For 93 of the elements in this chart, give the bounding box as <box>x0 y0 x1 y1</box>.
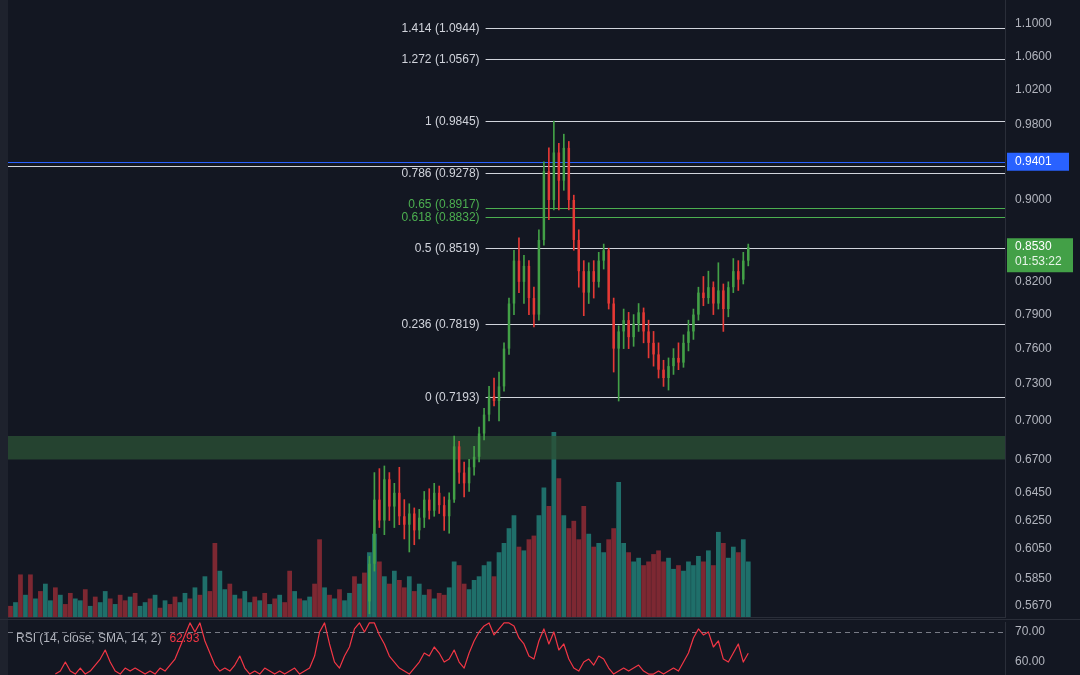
bar <box>730 546 736 617</box>
bar <box>441 594 447 617</box>
bar <box>701 561 706 617</box>
bar <box>357 583 362 617</box>
bar <box>332 598 337 617</box>
bar <box>327 594 332 617</box>
y-tick-label: 0.9800 <box>1015 117 1053 132</box>
bar <box>451 561 457 617</box>
bar <box>406 576 412 617</box>
y-tick-label: 0.7600 <box>1015 340 1053 355</box>
bar <box>735 552 741 617</box>
bar <box>8 605 13 617</box>
ref-line-label: 1.272 (1.0567) <box>401 51 480 66</box>
bar <box>232 594 238 617</box>
bar <box>411 591 417 617</box>
bar <box>716 531 721 617</box>
bar <box>28 574 33 617</box>
bar <box>591 546 597 617</box>
y-tick-label: 1.0600 <box>1015 48 1053 63</box>
y-tick-label: 0.8200 <box>1015 274 1053 289</box>
bar <box>277 594 283 617</box>
bar <box>217 570 223 617</box>
bar <box>676 565 681 617</box>
y-tick-label: 0.6050 <box>1015 541 1053 556</box>
bar <box>377 561 382 617</box>
bar <box>706 550 711 617</box>
bar <box>38 591 43 617</box>
bar <box>431 598 437 617</box>
bar <box>257 600 263 617</box>
ref-line-label: 0.65 (0.8917) <box>408 196 480 211</box>
y-tick-label: 0.5670 <box>1015 598 1053 613</box>
bar <box>242 591 248 617</box>
bar <box>456 565 462 617</box>
y-tick-label: 0.9000 <box>1015 192 1053 207</box>
bar <box>67 592 73 617</box>
bar <box>33 598 38 617</box>
y-tick-label: 0.6700 <box>1015 451 1053 466</box>
bar <box>112 604 118 617</box>
bar <box>127 596 133 617</box>
bar <box>272 598 278 617</box>
bar <box>297 598 302 617</box>
bar <box>616 481 622 617</box>
y-tick-label: 0.9401 <box>1015 154 1053 169</box>
y-tick-label: 1.0200 <box>1015 82 1053 97</box>
bar <box>267 604 273 617</box>
bar <box>77 600 83 617</box>
y-tick-label: 0.7300 <box>1015 376 1053 391</box>
bar <box>23 594 28 617</box>
y-tick-label: 1.1000 <box>1015 15 1053 30</box>
bar <box>386 583 392 617</box>
y-tick-label: 0.7900 <box>1015 306 1053 321</box>
bar <box>18 574 23 617</box>
bar <box>92 596 98 617</box>
bar <box>13 602 18 617</box>
bar <box>337 589 342 617</box>
bar <box>382 576 387 617</box>
bar <box>352 576 357 617</box>
bar <box>107 598 113 617</box>
ref-line-label: 0.236 (0.7819) <box>401 316 480 331</box>
text: RSI (14, close, SMA, 14, 2) <box>16 631 162 646</box>
bar <box>711 565 716 617</box>
bar <box>561 515 567 617</box>
y-tick-label: 0.5850 <box>1015 570 1053 585</box>
bar <box>626 552 631 617</box>
y-tick-label: 0.6250 <box>1015 512 1053 527</box>
bar <box>82 589 88 617</box>
bar <box>102 591 108 617</box>
bar <box>237 598 243 617</box>
bar <box>391 570 397 617</box>
ref-line-label: 1 (0.9845) <box>424 113 480 128</box>
bar <box>227 583 233 617</box>
ref-line-label: 0.5 (0.8519) <box>414 240 480 255</box>
bar <box>52 587 58 617</box>
ref-line-label: 1.414 (1.0944) <box>401 20 480 35</box>
y-tick-label: 70.00 <box>1015 624 1046 639</box>
bar <box>87 605 93 617</box>
bar <box>596 543 602 617</box>
ref-line-label: 0 (0.7193) <box>424 389 480 404</box>
bar <box>426 589 432 617</box>
bar <box>586 533 592 617</box>
bar <box>57 594 63 617</box>
bar <box>262 592 268 617</box>
bar <box>720 543 726 617</box>
bar <box>322 587 327 617</box>
y-tick-label: 0.7000 <box>1015 413 1053 428</box>
bar <box>252 596 258 617</box>
ref-line-label: 0.786 (0.9278) <box>401 165 480 180</box>
text: 01:53:22 <box>1015 254 1063 269</box>
bar <box>556 478 562 617</box>
text: 0.8530 <box>1015 239 1053 254</box>
y-tick-label: 0.6450 <box>1015 485 1053 500</box>
y-tick-label: 60.00 <box>1015 654 1046 669</box>
bar <box>292 591 298 617</box>
